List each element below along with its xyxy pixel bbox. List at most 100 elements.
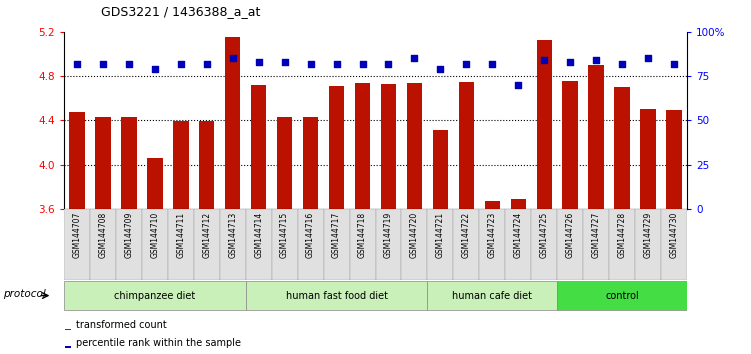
Bar <box>147 158 162 209</box>
Bar <box>64 281 246 310</box>
Bar <box>194 209 220 280</box>
Bar <box>661 209 687 280</box>
Bar <box>511 199 526 209</box>
Text: GSM144725: GSM144725 <box>540 212 549 258</box>
Point <box>617 61 629 67</box>
Point <box>668 61 680 67</box>
Point <box>564 59 576 65</box>
Text: GSM144710: GSM144710 <box>150 212 159 258</box>
Text: chimpanzee diet: chimpanzee diet <box>114 291 195 301</box>
Bar <box>666 110 682 209</box>
Text: GSM144730: GSM144730 <box>670 212 679 258</box>
Bar <box>225 38 240 209</box>
Text: control: control <box>605 291 639 301</box>
Bar <box>272 209 297 280</box>
Text: GSM144719: GSM144719 <box>384 212 393 258</box>
Bar <box>121 117 137 209</box>
Bar <box>64 209 90 280</box>
Bar <box>484 201 500 209</box>
Text: GDS3221 / 1436388_a_at: GDS3221 / 1436388_a_at <box>101 5 261 18</box>
Point <box>434 66 446 72</box>
Text: human cafe diet: human cafe diet <box>452 291 532 301</box>
Text: GSM144708: GSM144708 <box>98 212 107 258</box>
Text: GSM144726: GSM144726 <box>566 212 575 258</box>
Bar <box>65 346 71 348</box>
Bar <box>532 209 557 280</box>
Text: GSM144721: GSM144721 <box>436 212 445 258</box>
Bar <box>614 87 630 209</box>
Bar <box>635 209 661 280</box>
Point <box>279 59 291 65</box>
Bar <box>349 209 376 280</box>
Bar <box>479 209 505 280</box>
Bar <box>116 209 142 280</box>
Point <box>487 61 499 67</box>
Point <box>642 56 654 61</box>
Bar <box>65 329 71 330</box>
Bar <box>407 83 422 209</box>
Text: GSM144724: GSM144724 <box>514 212 523 258</box>
Text: GSM144711: GSM144711 <box>176 212 185 258</box>
Text: GSM144709: GSM144709 <box>124 212 133 258</box>
Point <box>590 57 602 63</box>
Text: GSM144712: GSM144712 <box>202 212 211 258</box>
Bar <box>381 84 397 209</box>
Bar <box>641 109 656 209</box>
Bar <box>562 81 578 209</box>
Point <box>201 61 213 67</box>
Text: protocol: protocol <box>3 289 46 299</box>
Bar <box>354 83 370 209</box>
Bar <box>277 117 292 209</box>
Point <box>252 59 264 65</box>
Text: GSM144729: GSM144729 <box>644 212 653 258</box>
Text: GSM144715: GSM144715 <box>280 212 289 258</box>
Point <box>357 61 369 67</box>
Point <box>305 61 317 67</box>
Text: percentile rank within the sample: percentile rank within the sample <box>76 338 240 348</box>
Point <box>97 61 109 67</box>
Bar <box>246 209 272 280</box>
Bar <box>297 209 324 280</box>
Text: GSM144720: GSM144720 <box>410 212 419 258</box>
Text: GSM144717: GSM144717 <box>332 212 341 258</box>
Point <box>330 61 342 67</box>
Bar <box>251 85 267 209</box>
Bar <box>303 117 318 209</box>
Point <box>122 61 134 67</box>
Bar <box>589 65 604 209</box>
Text: GSM144727: GSM144727 <box>592 212 601 258</box>
Point <box>175 61 187 67</box>
Bar <box>167 209 194 280</box>
Bar <box>402 209 427 280</box>
Point <box>512 82 524 88</box>
Bar <box>324 209 349 280</box>
Text: GSM144707: GSM144707 <box>72 212 81 258</box>
Point <box>409 56 421 61</box>
Bar <box>557 281 687 310</box>
Bar <box>69 112 85 209</box>
Bar <box>609 209 635 280</box>
Bar <box>173 121 189 209</box>
Text: GSM144716: GSM144716 <box>306 212 315 258</box>
Text: GSM144718: GSM144718 <box>358 212 367 258</box>
Bar <box>246 281 427 310</box>
Bar <box>199 121 215 209</box>
Bar <box>90 209 116 280</box>
Bar <box>376 209 402 280</box>
Text: GSM144714: GSM144714 <box>254 212 263 258</box>
Bar <box>459 82 474 209</box>
Point <box>149 66 161 72</box>
Point <box>71 61 83 67</box>
Bar <box>142 209 167 280</box>
Bar <box>584 209 609 280</box>
Point <box>460 61 472 67</box>
Point <box>382 61 394 67</box>
Bar <box>536 40 552 209</box>
Text: GSM144728: GSM144728 <box>618 212 627 258</box>
Bar <box>427 281 557 310</box>
Text: GSM144713: GSM144713 <box>228 212 237 258</box>
Point <box>227 56 239 61</box>
Point <box>538 57 550 63</box>
Text: human fast food diet: human fast food diet <box>285 291 388 301</box>
Text: GSM144723: GSM144723 <box>488 212 497 258</box>
